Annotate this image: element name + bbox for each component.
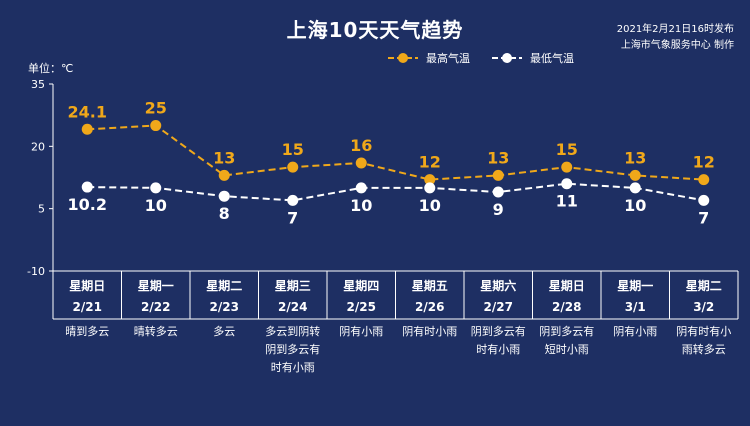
publisher: 上海市气象服务中心 制作 [620,40,734,51]
data-point-1 [424,182,436,194]
weekday-label: 星期二 [686,278,722,293]
weather-text: 时有小雨 [476,342,520,356]
legend-marker-1 [502,53,512,63]
date-label: 2/26 [415,300,444,314]
data-label-0: 15 [556,140,578,159]
data-point-1 [355,182,367,194]
weather-text: 阴到多云有 [539,324,594,338]
data-label-0: 12 [693,153,715,172]
weather-text: 阴到多云有 [471,324,526,338]
weather-text: 多云 [213,324,235,338]
weekday-label: 星期六 [480,278,516,293]
data-label-0: 16 [350,136,372,155]
weekday-label: 星期日 [549,278,585,293]
data-point-1 [218,190,230,202]
date-label: 2/27 [484,300,513,314]
date-label: 3/1 [625,300,646,314]
data-point-0 [698,174,710,186]
y-tick-label: 5 [38,203,45,216]
weekday-label: 星期日 [69,278,105,293]
publish-info: 2021年2月21日16时发布 上海市气象服务中心 制作 [514,22,734,54]
weather-text: 晴转多云 [134,324,178,338]
data-label-0: 25 [145,99,167,118]
weather-text: 阴有小雨 [613,324,657,338]
data-point-0 [561,161,573,173]
data-point-1 [492,186,504,198]
weather-text: 雨转多云 [682,342,726,356]
date-label: 2/22 [141,300,170,314]
weekday-label: 星期二 [206,278,242,293]
data-point-0 [287,161,299,173]
data-label-0: 15 [282,140,304,159]
data-point-0 [150,120,162,132]
data-point-0 [355,157,367,169]
data-label-0: 12 [419,153,441,172]
weather-text: 短时小雨 [545,342,589,356]
data-point-0 [629,169,641,181]
weather-text: 多云到阴转 [265,324,320,338]
data-label-1: 7 [698,208,709,227]
y-tick-label: 20 [31,140,45,153]
data-point-0 [81,123,93,135]
data-label-1: 11 [556,192,578,211]
publish-time: 2021年2月21日16时发布 [616,24,734,35]
weather-text: 阴有小雨 [339,324,383,338]
data-label-1: 7 [287,208,298,227]
data-point-1 [698,194,710,206]
data-label-0: 13 [213,148,235,167]
data-label-1: 10 [419,196,441,215]
data-label-1: 10 [350,196,372,215]
data-label-1: 9 [493,200,504,219]
y-tick-label: 35 [31,78,45,91]
weather-text: 晴到多云 [65,324,109,338]
weekday-label: 星期四 [343,278,379,293]
data-point-0 [218,169,230,181]
legend-label-1: 最低气温 [530,51,574,65]
date-label: 2/28 [552,300,581,314]
weekday-label: 星期一 [617,278,653,293]
data-point-0 [492,169,504,181]
weather-text: 阴有时有小 [676,324,731,338]
data-point-1 [81,181,93,193]
date-label: 2/24 [278,300,307,314]
date-label: 2/25 [347,300,376,314]
data-label-0: 13 [624,148,646,167]
weather-text: 阴有时小雨 [402,324,457,338]
date-label: 3/2 [693,300,714,314]
data-label-0: 13 [487,148,509,167]
weekday-label: 星期一 [138,278,174,293]
unit-label: 单位：℃ [28,62,74,75]
y-tick-label: -10 [27,265,45,278]
legend-marker-0 [398,53,408,63]
data-point-1 [629,182,641,194]
data-label-1: 10 [145,196,167,215]
series-line-0 [87,124,704,181]
data-label-1: 10.2 [68,195,107,214]
date-label: 2/21 [73,300,102,314]
chart-title: 上海10天天气趋势 [286,18,464,42]
weekday-label: 星期五 [412,278,448,293]
legend-label-0: 最高气温 [426,51,470,65]
data-point-1 [561,178,573,190]
data-point-1 [150,182,162,194]
data-point-1 [287,194,299,206]
weekday-label: 星期三 [275,278,311,293]
series-line-1 [87,182,704,202]
data-point-0 [424,174,436,186]
weather-text: 时有小雨 [271,360,315,374]
data-label-1: 8 [219,204,230,223]
date-label: 2/23 [210,300,239,314]
data-label-0: 24.1 [68,102,107,121]
data-label-1: 10 [624,196,646,215]
weather-text: 阴到多云有 [265,342,320,356]
